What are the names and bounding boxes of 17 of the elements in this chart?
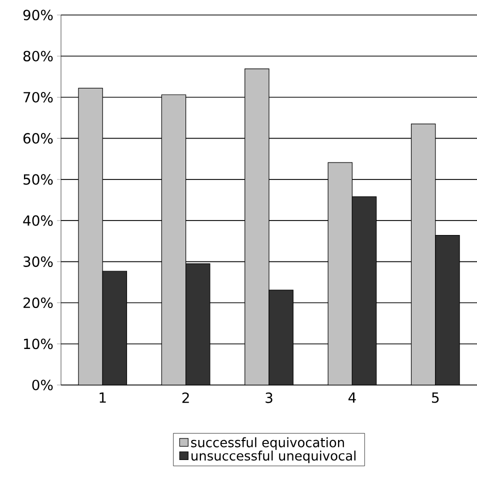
legend-label: successful equivocation bbox=[191, 437, 344, 450]
x-tick-label: 3 bbox=[266, 392, 272, 404]
y-tick-label: 60% bbox=[23, 133, 53, 144]
legend-label: unsuccessful unequivocal bbox=[192, 450, 356, 464]
y-tick-label: 10% bbox=[24, 338, 53, 350]
y-tick-label: 80% bbox=[23, 50, 53, 62]
x-tick-label: 2 bbox=[182, 392, 189, 403]
y-tick-label: 40% bbox=[23, 215, 53, 226]
y-tick-label: 30% bbox=[24, 256, 53, 267]
x-tick-label: 4 bbox=[348, 392, 356, 403]
y-tick-label: 0% bbox=[32, 380, 53, 390]
y-tick-label: 70% bbox=[24, 92, 53, 103]
y-tick-label: 50% bbox=[24, 174, 53, 185]
y-tick-label: 20% bbox=[23, 297, 53, 308]
y-tick-label: 90% bbox=[23, 10, 53, 20]
x-tick-label: 1 bbox=[100, 392, 106, 403]
x-tick-label: 5 bbox=[432, 392, 439, 403]
